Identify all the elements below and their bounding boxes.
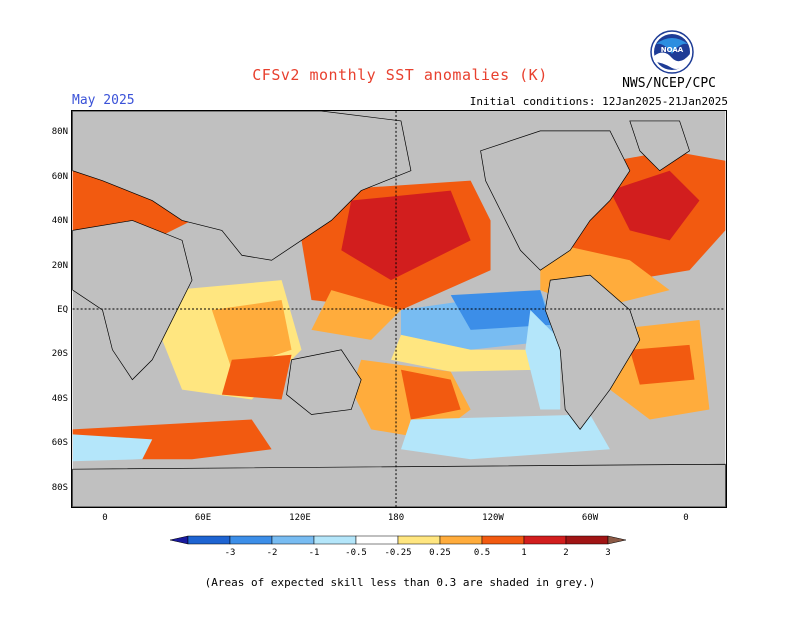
agency-label: NWS/NCEP/CPC [622,76,716,91]
colorbar-segment [481,535,525,545]
lat-label: 40N [51,216,68,226]
anomaly-patch [72,434,153,462]
colorbar-tick-label: -0.5 [345,548,367,558]
colorbar-segment [170,535,189,545]
lat-label: 80N [51,127,68,137]
colorbar-tick-label: -1 [308,548,320,558]
land-australia [286,349,362,415]
land-africa [72,220,193,381]
lon-label: 120E [289,513,311,523]
anomaly-patch [450,290,551,330]
lat-label: 60S [51,438,68,448]
colorbar [170,535,627,545]
lon-label: 0 [102,513,108,523]
lon-label: 120W [482,513,504,523]
sst-anomaly-map [71,110,727,508]
colorbar-tick-label: -3 [224,548,236,558]
anomaly-patch [400,414,610,460]
continents [72,111,726,507]
lon-label: 60E [194,513,212,523]
initial-conditions: Initial conditions: 12Jan2025-21Jan2025 [469,95,728,108]
chart-title: CFSv2 monthly SST anomalies (K) [252,66,548,84]
colorbar-segment [523,535,567,545]
colorbar-segment [397,535,441,545]
lat-label: EQ [57,305,68,315]
anomaly-patch [341,190,471,281]
anomaly-patch [391,334,551,372]
anomaly-patch [525,309,561,410]
lat-label: 20N [51,261,68,271]
footnote: (Areas of expected skill less than 0.3 a… [204,576,596,589]
colorbar-segment [439,535,483,545]
anomaly-patch [629,344,695,385]
anomaly-patch [400,369,461,420]
colorbar-tick-label: 2 [563,548,569,558]
land-south-america [544,274,641,430]
lat-label: 20S [51,349,68,359]
lon-label: 60W [581,513,599,523]
colorbar-tick-label: 0.25 [429,548,451,558]
forecast-month: May 2025 [72,93,135,108]
colorbar-tick-label: 0.5 [473,548,491,558]
colorbar-tick-label: -0.25 [384,548,412,558]
land-north-america [480,130,631,271]
land-eurasia [72,111,412,261]
lat-label: 80S [51,483,68,493]
noaa-logo: NOAA [650,30,694,74]
anomaly-patch [221,354,292,400]
lat-label: 40S [51,394,68,404]
lat-label: 60N [51,172,68,182]
colorbar-tick-label: -2 [266,548,278,558]
colorbar-segment [607,535,627,545]
colorbar-tick-label: 1 [521,548,527,558]
colorbar-tick-label: 3 [605,548,611,558]
lon-label: 180 [387,513,405,523]
colorbar-segment [565,535,609,545]
anomaly-patch [609,170,700,241]
lon-label: 0 [683,513,689,523]
land-greenland [629,120,690,172]
logo-text: NOAA [661,46,684,54]
colorbar-segment [355,535,399,545]
colorbar-segment [313,535,357,545]
anomaly-patch [311,290,401,340]
colorbar-segment [229,535,273,545]
colorbar-segment [187,535,231,545]
colorbar-segment [271,535,315,545]
land-antarctica [72,463,726,507]
anomaly-patch [211,300,292,370]
